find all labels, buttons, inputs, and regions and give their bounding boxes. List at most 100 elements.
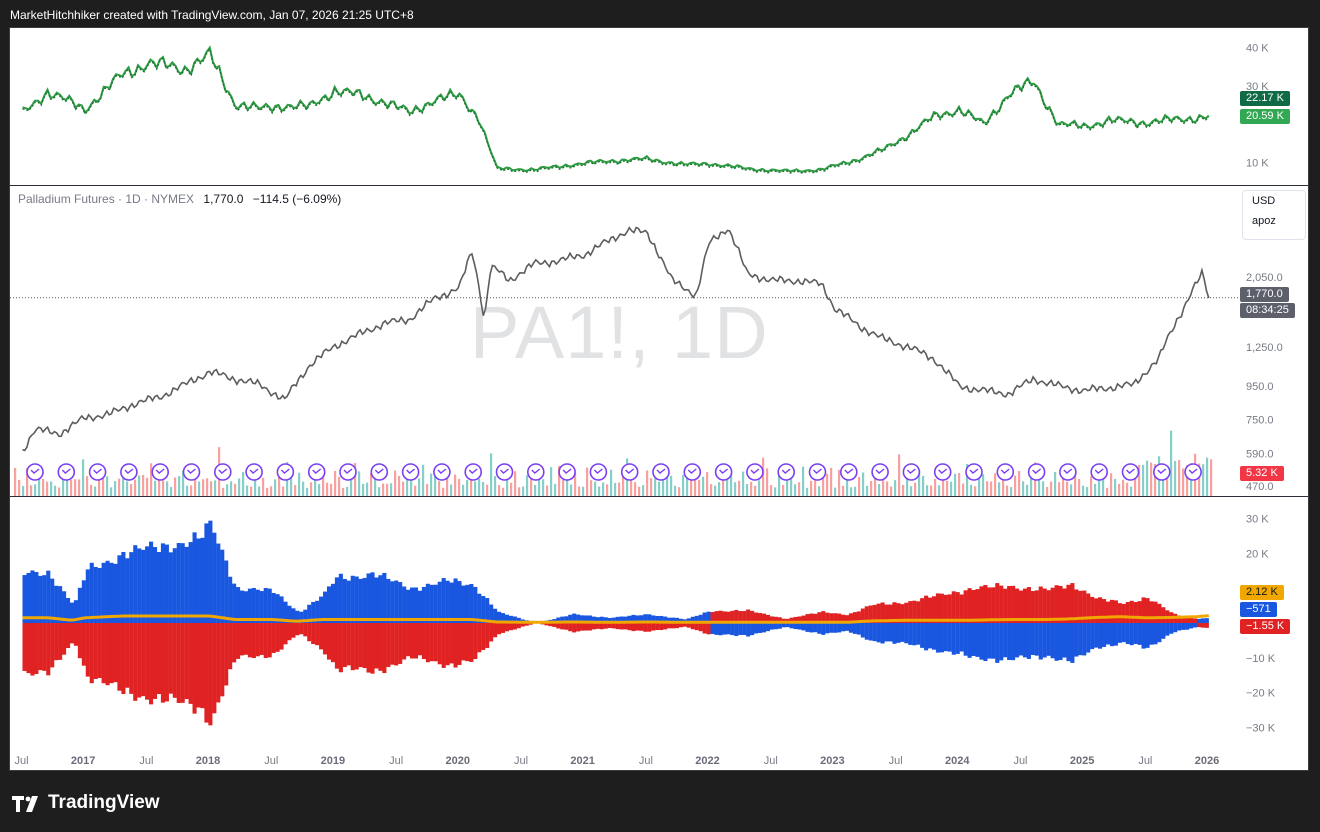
long-bar (461, 585, 466, 623)
volume-bar (526, 475, 529, 496)
long-bar (1133, 623, 1138, 644)
symbol-name[interactable]: Palladium Futures · 1D · NYMEX (18, 192, 195, 206)
long-bar (1192, 623, 1198, 628)
long-bar (247, 588, 252, 623)
long-bar (1129, 623, 1134, 646)
pane-separator[interactable] (10, 185, 1308, 186)
chart-frame[interactable]: 10 K 30 K 40 K 22.17 K 20.59 K 470.0 590.0 7… (9, 27, 1309, 771)
volume-bar (670, 475, 673, 496)
short-bar (1157, 603, 1162, 623)
volume-bar (1094, 483, 1097, 496)
long-bar (603, 617, 608, 623)
short-bar (1046, 590, 1051, 623)
short-bar (473, 623, 478, 660)
long-bar (667, 617, 672, 623)
short-bar (228, 623, 233, 670)
long-bar (714, 623, 719, 635)
volume-bar (170, 487, 173, 496)
long-bar (947, 623, 952, 652)
short-bar (860, 608, 865, 623)
volume-bar (1078, 478, 1081, 496)
long-bar (1157, 623, 1162, 643)
volume-bar (966, 463, 969, 496)
volume-bar (194, 475, 197, 496)
event-glyph (406, 468, 416, 474)
short-bar (279, 623, 284, 650)
long-bar (477, 593, 482, 623)
long-bar (651, 615, 656, 623)
currency-unit-box[interactable]: USD apoz (1242, 190, 1306, 240)
long-bar (417, 590, 423, 623)
volume-bar (34, 484, 37, 496)
volume-bar (1178, 460, 1181, 496)
short-bar (504, 623, 510, 632)
long-bar (718, 623, 723, 636)
pane-separator[interactable] (10, 496, 1308, 497)
time-tick-label: 2020 (446, 755, 470, 767)
short-bar (1026, 587, 1031, 623)
long-bar (378, 575, 383, 623)
volume-bar (682, 474, 685, 496)
volume-tag: 5.32 K (1240, 466, 1284, 481)
volume-bar (1102, 467, 1105, 496)
long-bar (453, 578, 458, 623)
long-bar (979, 623, 984, 660)
short-bar (975, 589, 980, 623)
short-bar (469, 623, 474, 662)
short-bar (1030, 591, 1035, 623)
volume-bar (150, 463, 153, 496)
short-bar (809, 613, 814, 623)
short-bar (156, 623, 162, 695)
event-glyph (1188, 468, 1198, 474)
volume-bar (874, 476, 877, 496)
volume-bar (750, 481, 753, 496)
y-tick-label: 750.0 (1246, 415, 1274, 427)
long-bar (263, 587, 268, 623)
short-bar (659, 623, 664, 631)
open-interest-chart[interactable]: 10 K 30 K 40 K (10, 28, 1309, 185)
short-bar (750, 610, 755, 623)
short-bar (149, 623, 154, 705)
short-bar (568, 623, 573, 632)
long-bar (647, 614, 652, 623)
time-axis[interactable]: Jul 2017 Jul 2018 Jul 2019 Jul 2020 Jul 2021 Jul 20… (10, 749, 1309, 771)
bottom-pane[interactable]: −30 K −20 K −10 K 20 K 30 K 2.12 K −571 −1.5… (10, 497, 1309, 749)
main-pane[interactable]: 470.0 590.0 750.0 950.0 1,250.0 2,050.0 PA1!,… (10, 186, 1309, 496)
short-bar (742, 611, 747, 623)
short-bar (370, 623, 375, 674)
volume-bar (58, 487, 61, 496)
positioning-histogram[interactable]: −30 K −20 K −10 K 20 K 30 K (10, 497, 1309, 749)
short-bar (208, 623, 213, 726)
short-bar (931, 596, 937, 623)
long-bar (65, 597, 71, 623)
long-bar (133, 545, 138, 623)
long-bar (311, 601, 316, 623)
long-bar (1185, 623, 1190, 630)
volume-bar (790, 478, 793, 496)
symbol-legend[interactable]: Palladium Futures · 1D · NYMEX 1,770.0 −… (18, 192, 341, 206)
price-chart[interactable]: 470.0 590.0 750.0 950.0 1,250.0 2,050.0 (10, 186, 1309, 496)
short-bar (943, 594, 948, 623)
long-bar (967, 623, 972, 658)
short-bar (880, 602, 885, 623)
long-bar (789, 623, 794, 629)
volume-bar (842, 485, 845, 496)
short-bar (983, 584, 988, 623)
event-glyph (374, 468, 384, 474)
long-bar (232, 583, 237, 623)
long-bar (999, 623, 1004, 661)
currency-label[interactable]: USD (1252, 195, 1276, 207)
long-bar (670, 617, 676, 623)
long-bar (833, 623, 838, 633)
volume-bar (686, 476, 689, 496)
short-bar (259, 623, 264, 655)
tradingview-brand[interactable]: TradingView (12, 792, 160, 814)
long-bar (500, 613, 506, 623)
long-bar (441, 578, 446, 623)
long-bar (508, 615, 513, 623)
volume-bar (654, 478, 657, 496)
y-tick-label: 1,250.0 (1246, 342, 1283, 354)
unit-label[interactable]: apoz (1252, 215, 1276, 227)
long-bar (1188, 623, 1194, 629)
top-pane[interactable]: 10 K 30 K 40 K 22.17 K 20.59 K (10, 28, 1309, 185)
